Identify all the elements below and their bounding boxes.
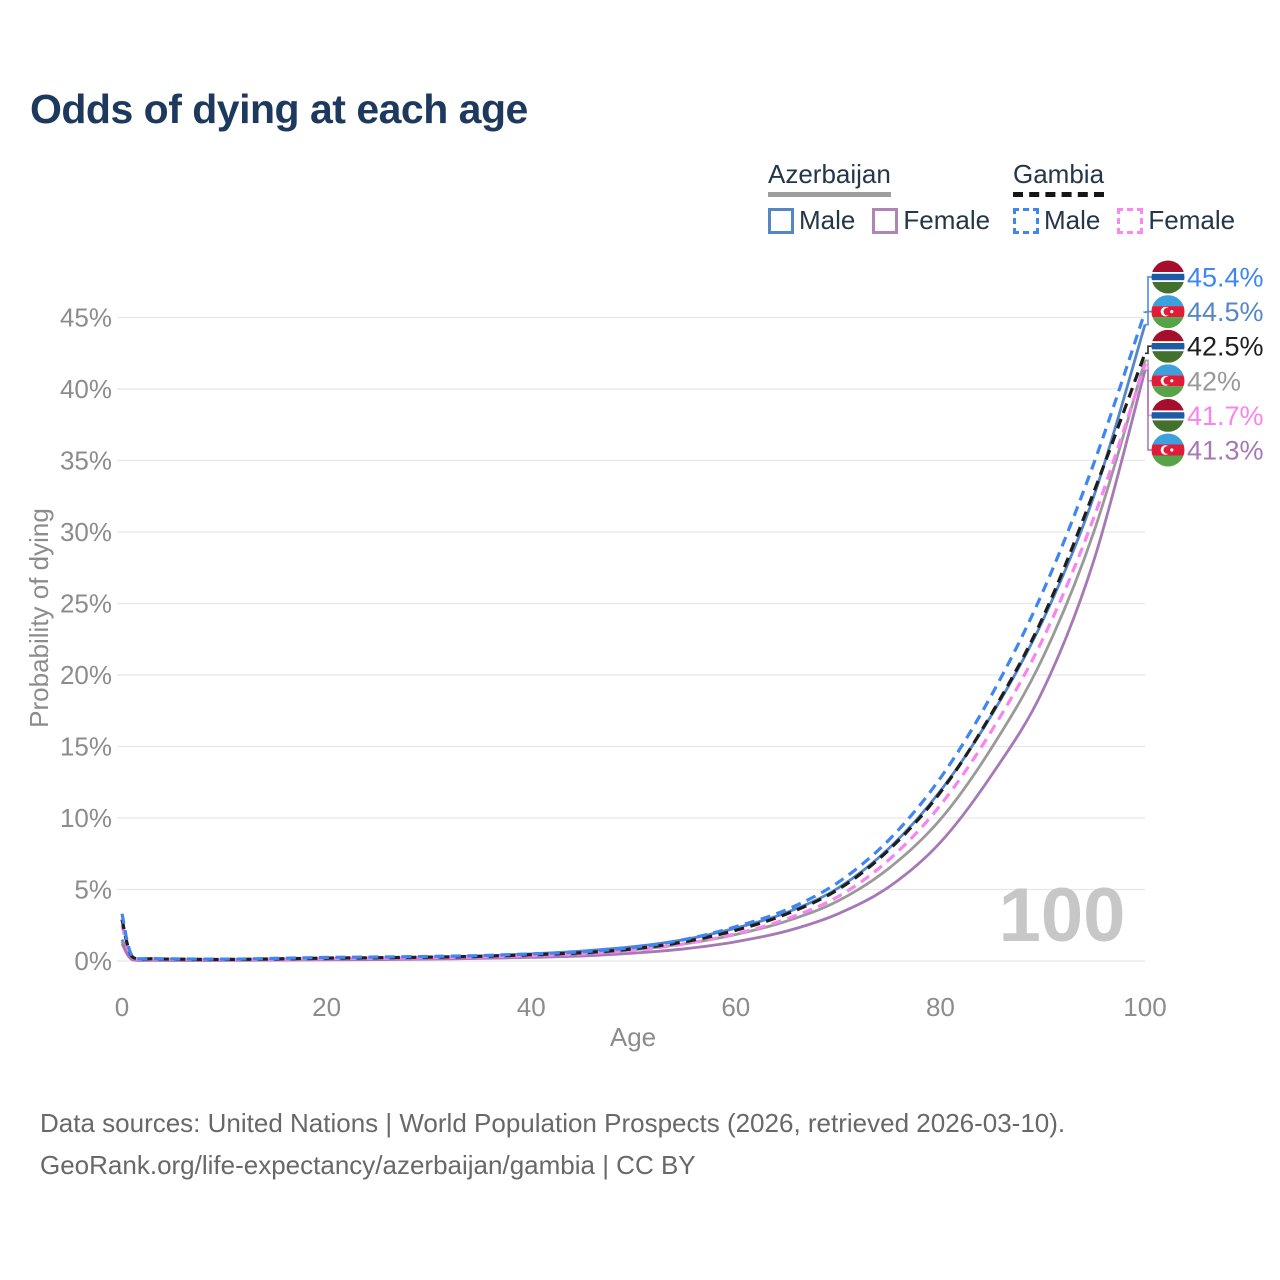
data-source-footer: Data sources: United Nations | World Pop… (40, 1102, 1065, 1186)
series-line-azerbaijan-female (120, 370, 1147, 962)
series-line-gambia-combined (120, 352, 1147, 962)
azerbaijan-female-swatch-icon (872, 207, 899, 234)
end-label-value: 41.3% (1187, 436, 1264, 466)
legend-country-azerbaijan: Azerbaijan (768, 159, 891, 197)
y-tick-label: 15% (60, 732, 112, 762)
end-value-labels: 45.4% 44.5% 42.5% 42% 41.7% 41.3% (1145, 260, 1264, 467)
azerbaijan-flag-icon (1151, 364, 1185, 398)
series-line-gambia-female (120, 364, 1147, 962)
y-tick-label: 5% (74, 875, 112, 905)
azerbaijan-male-swatch-icon (768, 207, 794, 234)
series-line-azerbaijan-male (120, 324, 1147, 962)
end-label-connector (1145, 276, 1152, 313)
y-tick-label: 0% (74, 946, 112, 976)
gambia-female-swatch-icon (1117, 207, 1144, 234)
y-axis-title: Probability of dying (24, 508, 54, 728)
gambia-flag-icon (1151, 329, 1185, 363)
series-line-gambia-male (120, 311, 1147, 961)
azerbaijan-flag-icon (1151, 295, 1185, 329)
y-tick-label: 35% (60, 446, 112, 476)
gambia-flag-icon (1151, 260, 1185, 294)
series-line-azerbaijan-combined (120, 360, 1147, 962)
y-tick-label: 25% (60, 589, 112, 619)
watermark-age-indicator: 100 (999, 873, 1126, 958)
legend-label: Male (799, 205, 856, 235)
x-tick-label: 40 (517, 992, 546, 1022)
end-label-value: 45.4% (1187, 263, 1264, 293)
legend-item-azerbaijan-male: Male (768, 205, 855, 236)
legend-label: Female (1148, 205, 1236, 235)
end-label-connector (1145, 345, 1152, 355)
legend-label: Male (1044, 205, 1101, 235)
y-tick-label: 30% (60, 517, 112, 547)
legend-group-azerbaijan: Azerbaijan Male Female (768, 159, 990, 236)
end-label-value: 42% (1187, 366, 1241, 396)
end-label-value: 44.5% (1187, 297, 1264, 327)
gambia-flag-icon (1151, 398, 1185, 432)
x-tick-label: 60 (721, 992, 750, 1022)
end-label-value: 41.7% (1187, 401, 1264, 431)
y-tick-label: 45% (60, 303, 112, 333)
legend-item-azerbaijan-female: Female (872, 205, 990, 236)
azerbaijan-flag-icon (1151, 433, 1185, 467)
end-label-connector (1145, 310, 1152, 326)
y-tick-label: 20% (60, 660, 112, 690)
end-label-connector (1145, 369, 1152, 451)
gridlines (117, 316, 1145, 962)
y-tick-label: 40% (60, 374, 112, 404)
x-tick-label: 80 (926, 992, 955, 1022)
legend-group-gambia: Gambia Male Female (1013, 159, 1235, 236)
gambia-male-swatch-icon (1013, 207, 1039, 234)
x-axis-title: Age (610, 1022, 656, 1052)
page-title: Odds of dying at each age (30, 86, 528, 132)
legend-country-gambia: Gambia (1013, 159, 1105, 197)
footer-attribution-line: GeoRank.org/life-expectancy/azerbaijan/g… (40, 1150, 696, 1180)
x-tick-label: 100 (1123, 992, 1166, 1022)
y-tick-label: 10% (60, 803, 112, 833)
legend-item-gambia-female: Female (1117, 205, 1235, 236)
footer-sources-line: Data sources: United Nations | World Pop… (40, 1108, 1066, 1138)
legend-label: Female (903, 205, 991, 235)
end-label-value: 42.5% (1187, 332, 1264, 362)
x-tick-label: 0 (115, 992, 129, 1022)
legend-item-gambia-male: Male (1013, 205, 1100, 236)
y-axis-tick-labels: 0% 5% 10% 15% 20% 25% 30% 35% 40% 45% (60, 303, 112, 977)
x-axis-tick-labels: 0 20 40 60 80 100 (115, 992, 1167, 1022)
x-tick-label: 20 (312, 992, 341, 1022)
series-lines (120, 311, 1147, 962)
